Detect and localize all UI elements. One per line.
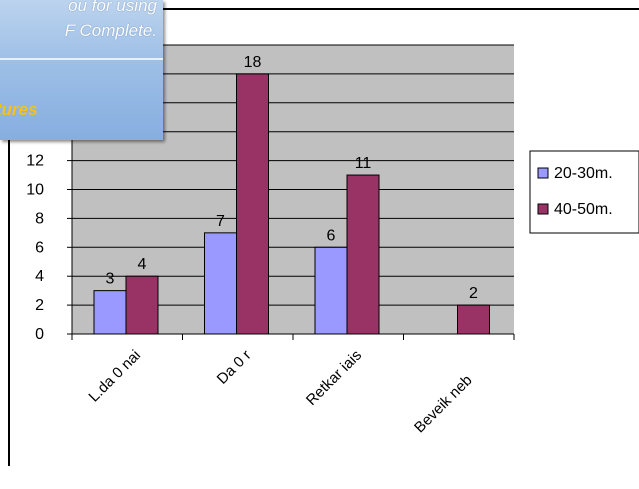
data-labels: 3 7 6 4 18 11 2 <box>106 54 479 302</box>
y-axis-ticks: 0 2 4 6 8 10 12 <box>26 153 72 343</box>
data-label-1-3: 6 <box>327 227 336 244</box>
data-label-2-1: 4 <box>138 256 147 273</box>
promo-features: tures <box>0 100 38 119</box>
data-label-1-2: 7 <box>216 213 225 230</box>
data-label-1-1: 3 <box>106 271 115 288</box>
y-tick-label: 2 <box>35 297 44 314</box>
bar-2-1 <box>125 275 159 335</box>
legend-label-series-1: 20-30m. <box>554 165 613 182</box>
bar-2-4 <box>457 304 490 335</box>
legend: 20-30m. 40-50m. <box>529 150 639 234</box>
category-label-1: L.da 0 nai <box>85 347 144 406</box>
y-tick-label: 8 <box>35 210 44 227</box>
legend-label-series-2: 40-50m. <box>554 201 613 218</box>
legend-swatch-series-2 <box>537 203 549 215</box>
promo-line-1: ou for using <box>68 0 157 15</box>
category-label-4: Beveik neb <box>411 372 476 437</box>
data-label-2-4: 2 <box>469 285 478 302</box>
bars <box>93 73 490 335</box>
bar-1-3 <box>314 246 348 335</box>
promo-banner: ou for using F Complete. tures <box>0 0 163 140</box>
promo-separator <box>0 58 163 60</box>
data-label-2-3: 11 <box>355 155 372 172</box>
y-tick-label: 4 <box>35 268 44 285</box>
y-tick-label: 10 <box>26 182 44 199</box>
category-labels: L.da 0 nai Da 0 r Retkar iais Beveik neb <box>85 347 475 437</box>
bar-1-2 <box>204 232 237 335</box>
category-label-2: Da 0 r <box>214 347 255 388</box>
bar-1-1 <box>93 290 127 335</box>
y-tick-label: 6 <box>35 239 44 256</box>
promo-line-2: F Complete. <box>64 21 157 40</box>
legend-swatch-series-1 <box>537 167 549 179</box>
category-label-3: Retkar iais <box>303 347 365 409</box>
y-tick-label: 12 <box>26 153 44 170</box>
bar-2-2 <box>236 73 269 335</box>
legend-box <box>529 150 639 234</box>
bar-2-3 <box>346 174 380 335</box>
y-tick-label: 0 <box>35 326 44 343</box>
data-label-2-2: 18 <box>244 54 262 71</box>
